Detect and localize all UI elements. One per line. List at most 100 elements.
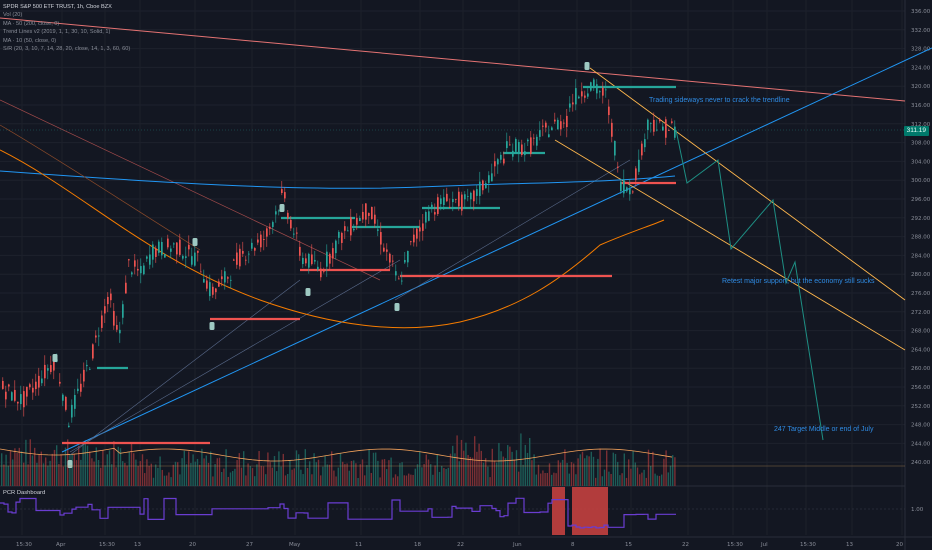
candle-body (146, 256, 148, 259)
y-axis-tick-label: 308.00 (911, 141, 931, 147)
volume-bar (524, 444, 526, 486)
legend-volume[interactable]: Vol (20) (3, 12, 23, 19)
legend-ma200[interactable]: MA · 50 (200, close, 0) (3, 20, 60, 27)
volume-bar (331, 451, 333, 486)
volume-bar (280, 466, 282, 486)
x-axis-tick-label: 22 (457, 542, 464, 548)
volume-bar (507, 445, 509, 486)
volume-bar (5, 454, 7, 486)
volume-bar (625, 477, 628, 486)
pivot-marker[interactable] (209, 322, 215, 330)
volume-bar (480, 450, 482, 486)
annotation-target[interactable]: 247 Target Middle or end of July (774, 426, 874, 433)
volume-bar (278, 451, 280, 486)
candle-body (86, 364, 88, 367)
volume-bar (238, 453, 240, 486)
candle-body (191, 256, 193, 265)
volume-bar (311, 474, 313, 486)
pivot-marker[interactable] (192, 238, 198, 246)
volume-bar (584, 458, 586, 486)
candle-body (455, 198, 457, 200)
legend-trendlines[interactable]: Trend Lines v2 (2019, 1, 1, 30, 10, Soli… (3, 29, 111, 36)
y-axis-tick-label: 324.00 (911, 65, 931, 71)
volume-bar (432, 474, 434, 486)
volume-bar (56, 445, 58, 486)
annotation-sideways[interactable]: Trading sideways never to crack the tren… (649, 97, 790, 104)
volume-bar (144, 473, 146, 486)
legend-symbol[interactable]: SPDR S&P 500 ETF TRUST, 1h, Cboe BZX (3, 4, 112, 10)
candle-body (275, 211, 277, 215)
annotation-retest[interactable]: Retest major support, but the economy st… (722, 278, 875, 285)
y-axis-tick-label: 252.00 (911, 404, 931, 410)
candle-body (602, 87, 604, 96)
candle-body (35, 381, 37, 390)
candle-body (11, 392, 13, 401)
candle-body (503, 158, 505, 164)
candle-body (263, 239, 265, 241)
candle-body (488, 175, 490, 183)
pivot-marker[interactable] (52, 354, 58, 362)
price-projection-path[interactable] (675, 129, 824, 441)
pcr-axis-label: 1.00 (911, 507, 924, 513)
volume-bar (225, 449, 227, 486)
candle-body (581, 91, 583, 97)
volume-bar (170, 477, 172, 486)
volume-bar (313, 453, 315, 486)
volume-bar (113, 441, 115, 486)
trendline-faint (69, 259, 401, 453)
volume-bar (18, 447, 20, 486)
volume-bar (282, 453, 284, 486)
legend-ma50[interactable]: MA · 10 (50, close, 0) (3, 37, 57, 44)
volume-bar (38, 454, 40, 486)
candle-body (560, 121, 562, 130)
pivot-marker[interactable] (394, 303, 400, 311)
candle-body (644, 139, 646, 148)
candle-body (143, 265, 145, 275)
volume-bar (456, 435, 458, 486)
candle-body (344, 226, 346, 231)
volume-bar (84, 440, 86, 486)
indicator-legend[interactable]: SPDR S&P 500 ETF TRUST, 1h, Cboe BZX Vol… (3, 3, 130, 53)
volume-bar (529, 437, 531, 486)
volume-bar (559, 462, 562, 486)
legend-sr[interactable]: S/R (20, 3, 10, 7, 14, 28, 20, close, 14… (3, 46, 131, 53)
volume-bar (203, 458, 205, 486)
volume-bar (260, 465, 262, 486)
pivot-marker[interactable] (67, 460, 73, 468)
candle-body (101, 315, 103, 328)
volume-bar (273, 456, 276, 486)
pivot-marker[interactable] (279, 204, 285, 212)
y-axis-tick-label: 320.00 (911, 84, 931, 90)
ma-fading-line (0, 124, 201, 251)
candle-body (50, 365, 52, 372)
candle-body (173, 243, 175, 245)
candle-body (632, 191, 634, 193)
candle-body (224, 271, 226, 283)
volume-bar (650, 465, 652, 486)
volume-bar (368, 449, 370, 486)
volume-bar (227, 476, 229, 486)
candle-body (491, 173, 493, 182)
volume-bar (658, 475, 661, 486)
y-axis-tick-label: 328.00 (911, 47, 931, 53)
volume-bar (335, 476, 337, 486)
volume-bar (64, 447, 67, 486)
volume-bar (53, 449, 56, 486)
candle-body (569, 103, 571, 108)
candle-body (44, 364, 46, 379)
candle-body (611, 122, 613, 137)
candle-body (356, 217, 358, 225)
volume-bar (366, 465, 368, 486)
volume-bar (306, 467, 309, 486)
x-axis-tick-label: 20 (189, 542, 196, 548)
volume-bar (177, 462, 179, 486)
candle-body (197, 250, 199, 253)
pivot-marker[interactable] (584, 62, 590, 70)
volume-bar (601, 476, 603, 486)
candle-body (461, 194, 463, 211)
volume-bar (570, 462, 573, 486)
pivot-marker[interactable] (305, 288, 311, 296)
last-price-label: 311.19 (903, 126, 929, 136)
